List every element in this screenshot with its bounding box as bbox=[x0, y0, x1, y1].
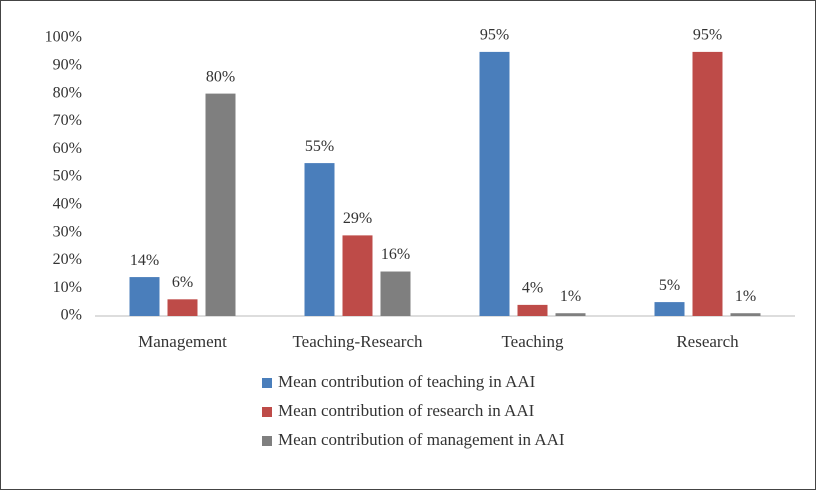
bar bbox=[380, 271, 411, 316]
y-tick-label: 50% bbox=[53, 168, 82, 185]
data-label: 1% bbox=[560, 288, 581, 305]
y-tick-label: 40% bbox=[53, 195, 82, 212]
y-tick-label: 80% bbox=[53, 84, 82, 101]
y-tick-label: 60% bbox=[53, 140, 82, 157]
legend-swatch bbox=[262, 436, 272, 446]
bar bbox=[555, 313, 586, 316]
data-label: 5% bbox=[659, 277, 680, 294]
bar bbox=[167, 299, 198, 316]
legend-label: Mean contribution of management in AAI bbox=[278, 430, 565, 449]
bar bbox=[129, 277, 160, 316]
x-tick-label: Teaching bbox=[501, 332, 564, 351]
legend-label: Mean contribution of teaching in AAI bbox=[278, 372, 536, 391]
data-label: 29% bbox=[343, 210, 372, 227]
data-label: 1% bbox=[735, 288, 756, 305]
data-label: 95% bbox=[480, 27, 509, 44]
legend-label: Mean contribution of research in AAI bbox=[278, 401, 535, 420]
bar bbox=[517, 304, 548, 316]
x-tick-label: Management bbox=[138, 332, 227, 351]
data-label: 16% bbox=[381, 246, 410, 263]
bar bbox=[730, 313, 761, 316]
y-tick-label: 20% bbox=[53, 251, 82, 268]
data-label: 14% bbox=[130, 252, 159, 269]
data-label: 95% bbox=[693, 27, 722, 44]
data-label: 55% bbox=[305, 138, 334, 155]
data-label: 6% bbox=[172, 274, 193, 291]
bar bbox=[654, 302, 685, 316]
legend-swatch bbox=[262, 378, 272, 388]
data-label: 80% bbox=[206, 68, 235, 85]
bar bbox=[692, 51, 723, 317]
y-tick-label: 90% bbox=[53, 56, 82, 73]
y-tick-label: 70% bbox=[53, 112, 82, 129]
bar bbox=[342, 235, 373, 316]
y-tick-label: 10% bbox=[53, 279, 82, 296]
x-tick-label: Teaching-Research bbox=[292, 332, 423, 351]
y-tick-label: 30% bbox=[53, 223, 82, 240]
bar bbox=[304, 163, 335, 316]
y-tick-label: 0% bbox=[61, 307, 82, 324]
bar bbox=[479, 51, 510, 317]
legend-swatch bbox=[262, 407, 272, 417]
bar bbox=[205, 93, 236, 316]
x-tick-label: Research bbox=[676, 332, 739, 351]
data-label: 4% bbox=[522, 280, 543, 297]
y-tick-label: 100% bbox=[45, 29, 82, 46]
